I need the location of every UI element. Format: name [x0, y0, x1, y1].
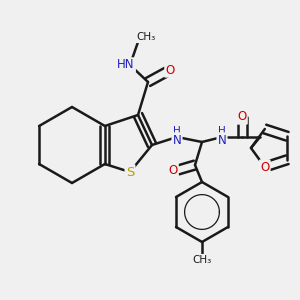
Text: H: H: [173, 126, 181, 136]
Text: O: O: [168, 164, 178, 176]
Text: O: O: [260, 160, 269, 173]
Text: O: O: [165, 64, 175, 76]
Text: H: H: [218, 126, 226, 136]
Text: CH₃: CH₃: [136, 32, 156, 42]
Text: S: S: [126, 166, 134, 178]
Text: HN: HN: [117, 58, 135, 71]
Text: O: O: [237, 110, 247, 124]
Text: N: N: [172, 134, 182, 146]
Text: CH₃: CH₃: [192, 255, 212, 265]
Text: N: N: [218, 134, 226, 146]
